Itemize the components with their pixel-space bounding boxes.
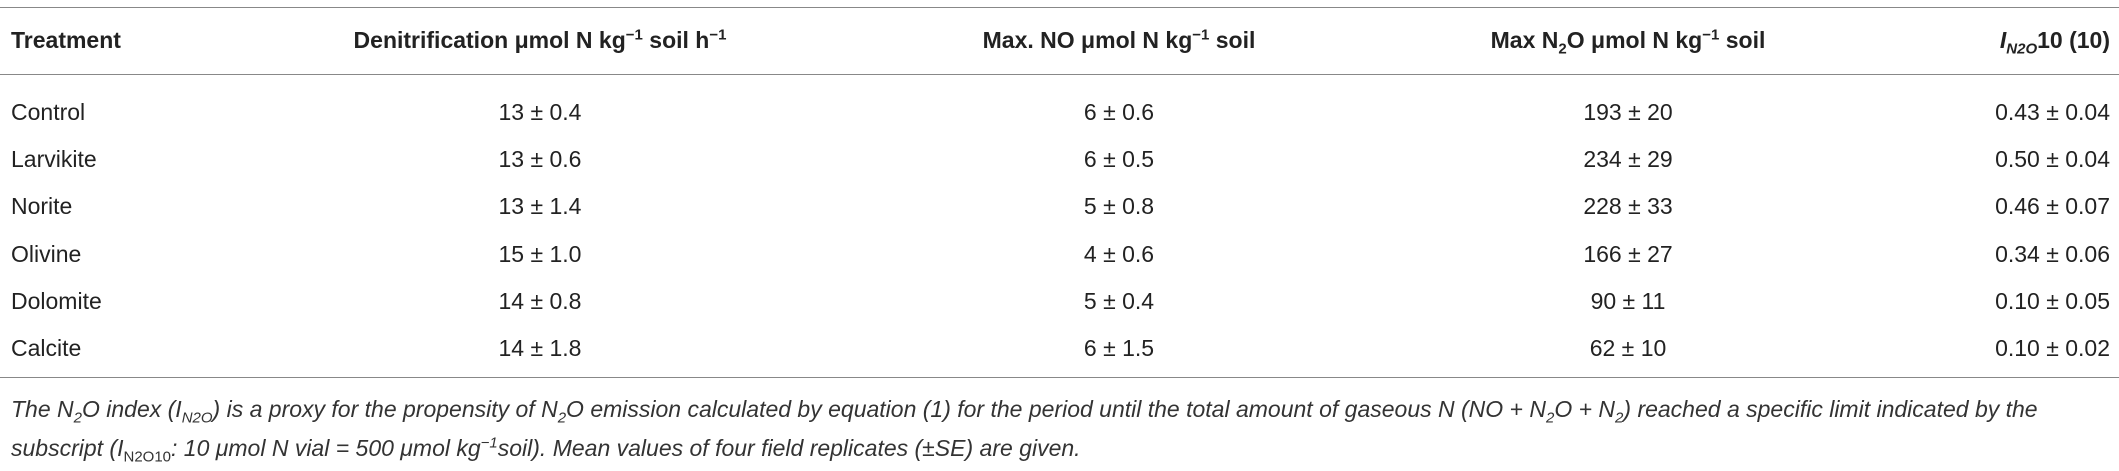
- cell-value: 13 ± 0.6: [498, 146, 582, 173]
- cell-value: 0.50 ± 0.04: [1995, 146, 2110, 173]
- row-label: Olivine: [11, 240, 82, 267]
- cell-value: 14 ± 1.8: [498, 335, 582, 361]
- cell-value: 228 ± 33: [1583, 193, 1673, 220]
- cell-value: 5 ± 0.4: [1083, 287, 1155, 314]
- header-sup: −1: [1192, 26, 1210, 44]
- header-text: O μmol N kg: [1566, 27, 1703, 53]
- row-label: Larvikite: [11, 146, 97, 173]
- footnote-sup: −1: [480, 434, 498, 452]
- header-text: soil: [1209, 27, 1256, 53]
- footnote: The N2O index (IN2O) is a proxy for the …: [11, 390, 2111, 468]
- row-label: Dolomite: [11, 287, 102, 314]
- cell-value: 0.34 ± 0.06: [1995, 240, 2110, 267]
- footnote-sub: N2O: [181, 409, 213, 427]
- footnote-sub: 2: [557, 409, 567, 427]
- header-text: Max N: [1490, 27, 1559, 53]
- header-cell: Max. NO μmol N kg−1 soil: [983, 25, 1256, 55]
- footnote-text: soil). Mean values of four field replica…: [497, 435, 1081, 461]
- cell-value: 166 ± 27: [1583, 240, 1673, 267]
- row-label: Calcite: [11, 335, 82, 361]
- header-text: 10 (10): [2037, 27, 2110, 53]
- footnote-text: The N: [11, 396, 74, 422]
- cell-value: 0.43 ± 0.04: [1995, 99, 2110, 125]
- header-text: soil: [1719, 27, 1766, 53]
- header-text: Denitrification μmol N kg: [353, 27, 626, 53]
- cell-value: 90 ± 11: [1590, 287, 1666, 314]
- header-cell: IN2O10 (10): [1999, 25, 2110, 58]
- cell-value: 234 ± 29: [1583, 146, 1673, 173]
- header-text: Treatment: [11, 27, 121, 53]
- header-sub: N2O: [2006, 40, 2038, 58]
- cell-value: 4 ± 0.6: [1083, 240, 1155, 267]
- cell-value: 13 ± 1.4: [498, 193, 582, 220]
- header-sup: −1: [709, 26, 727, 44]
- cell-value: 5 ± 0.8: [1083, 193, 1155, 220]
- header-rule: [0, 74, 2119, 75]
- cell-value: 15 ± 1.0: [498, 240, 582, 267]
- header-text: I: [1999, 27, 2007, 53]
- footnote-sub: 2: [1545, 409, 1555, 427]
- header-cell: Denitrification μmol N kg−1 soil h−1: [354, 25, 727, 55]
- footnote-text: O + N: [1554, 396, 1616, 422]
- footnote-sub: 2: [73, 409, 82, 427]
- cell-value: 0.46 ± 0.07: [1995, 193, 2110, 220]
- header-text: Max. NO μmol N kg: [982, 27, 1193, 53]
- cell-value: 6 ± 1.5: [1083, 335, 1155, 361]
- cell-value: 6 ± 0.6: [1083, 99, 1155, 125]
- cell-value: 13 ± 0.4: [498, 99, 582, 125]
- header-text: soil h: [642, 27, 710, 53]
- cell-value: 14 ± 0.8: [498, 287, 582, 314]
- header-sub: 2: [1558, 40, 1567, 58]
- header-cell: Treatment: [11, 25, 121, 55]
- footnote-text: O index (I: [81, 396, 182, 422]
- header-cell: Max N2O μmol N kg−1 soil: [1490, 25, 1766, 58]
- footnote-text: : 10 μmol N vial = 500 μmol kg: [171, 435, 481, 461]
- row-label: Control: [11, 99, 86, 125]
- cell-value: 0.10 ± 0.05: [1995, 287, 2110, 314]
- cell-value: 62 ± 10: [1589, 335, 1667, 361]
- footnote-text: O emission calculated by equation (1) fo…: [566, 396, 1546, 422]
- row-label: Norite: [11, 193, 73, 220]
- cell-value: 6 ± 0.5: [1083, 146, 1155, 173]
- cell-value: 193 ± 20: [1583, 99, 1673, 125]
- footnote-sub: 2: [1615, 409, 1624, 427]
- header-sup: −1: [625, 26, 643, 44]
- footnote-text: ) is a proxy for the propensity of N: [212, 396, 558, 422]
- bottom-rule: [0, 377, 2119, 378]
- footnote-sub: N2O10: [123, 448, 172, 466]
- top-rule: [0, 7, 2119, 8]
- header-sup: −1: [1702, 26, 1720, 44]
- footnote-text: ) reached a specific limit indicated by …: [11, 396, 2038, 461]
- cell-value: 0.10 ± 0.02: [1995, 335, 2110, 361]
